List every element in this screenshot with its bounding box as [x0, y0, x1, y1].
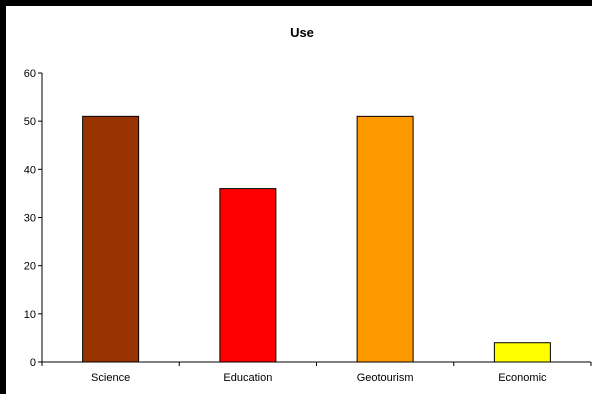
y-tick-label: 10 — [24, 309, 36, 321]
bar-chart: Use 0 10 20 30 40 50 60 Science Education Geotou… — [24, 25, 592, 384]
bar-geotourism — [356, 115, 414, 363]
bar-economic — [493, 342, 551, 363]
bars-group — [82, 115, 551, 363]
y-tick-label: 0 — [30, 357, 36, 369]
chart-title: Use — [290, 25, 314, 40]
y-axis-ticks: 0 10 20 30 40 50 60 — [24, 68, 42, 369]
y-tick-label: 50 — [24, 116, 36, 128]
y-tick-label: 40 — [24, 164, 36, 176]
y-tick-label: 20 — [24, 261, 36, 273]
chart-frame: Use 0 10 20 30 40 50 60 Science Education Geotou… — [6, 6, 592, 394]
x-axis-ticks: Science Education Geotourism Economic — [41, 362, 592, 384]
x-category-label: Economic — [498, 372, 547, 384]
y-tick-label: 60 — [24, 68, 36, 80]
x-category-label: Education — [223, 372, 272, 384]
x-category-label: Science — [91, 372, 130, 384]
x-category-label: Geotourism — [357, 372, 414, 384]
bar-education — [219, 188, 277, 363]
y-tick-label: 30 — [24, 213, 36, 225]
bar-science — [82, 115, 140, 363]
